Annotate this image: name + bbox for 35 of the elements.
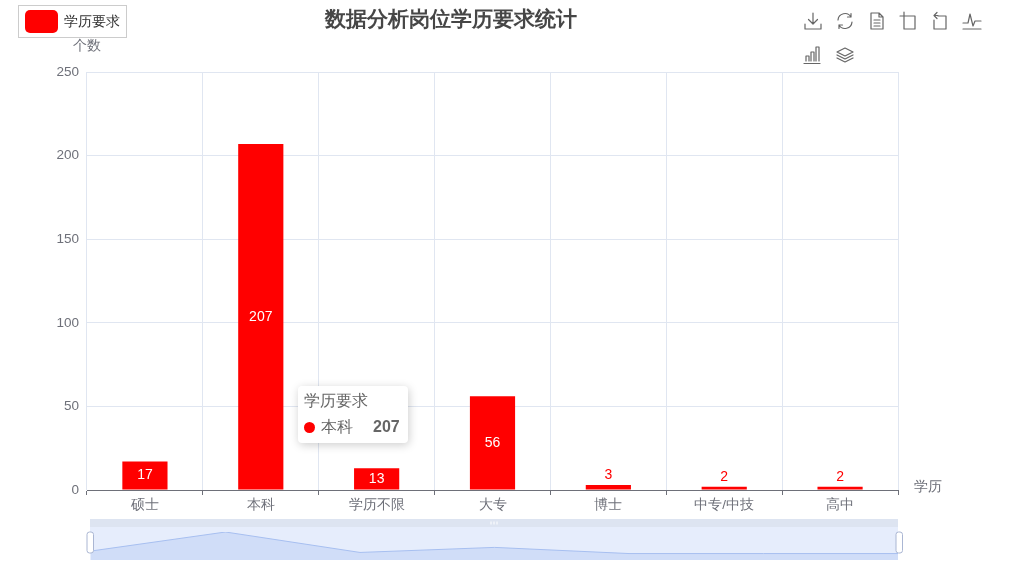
x-tick-label: 大专 <box>478 496 507 512</box>
data-label: 56 <box>484 433 501 450</box>
bar <box>701 486 747 490</box>
bar <box>817 486 863 490</box>
y-tick-label: 100 <box>56 314 79 330</box>
data-label: 3 <box>604 465 613 482</box>
bar <box>585 484 631 490</box>
x-axis-title: 学历 <box>914 478 942 494</box>
y-tick-label: 50 <box>63 398 79 414</box>
data-label: 207 <box>249 307 273 324</box>
x-tick-label: 硕士 <box>129 496 159 512</box>
data-label: 2 <box>836 467 845 484</box>
bar <box>122 461 168 490</box>
chart-title: 数据分析岗位学历要求统计 <box>325 7 577 30</box>
annotation: 本科 <box>321 417 353 437</box>
tooltip-box: 学历要求 本科 207 <box>298 386 408 443</box>
bar <box>238 143 284 490</box>
x-tick-label: 学历不限 <box>348 496 405 512</box>
x-tick-label: 博士 <box>594 496 623 512</box>
bar <box>354 468 400 490</box>
bar <box>469 396 516 490</box>
annotation: 学历要求 <box>304 391 369 411</box>
annotation: 207 <box>373 417 400 437</box>
x-tick-label: 本科 <box>246 496 275 512</box>
data-label: 2 <box>720 467 729 484</box>
x-tick-label: 高中 <box>826 496 855 512</box>
y-tick-label: 200 <box>56 147 79 163</box>
y-tick-label: 250 <box>56 63 79 79</box>
data-label: 17 <box>137 466 153 483</box>
y-tick-label: 0 <box>71 481 79 497</box>
x-tick-label: 中专/中技 <box>694 496 755 512</box>
legend-label: 学历要求 <box>64 13 120 31</box>
y-tick-label: 150 <box>56 230 79 246</box>
y-axis-title: 个数 <box>73 37 101 53</box>
data-label: 13 <box>368 469 385 486</box>
